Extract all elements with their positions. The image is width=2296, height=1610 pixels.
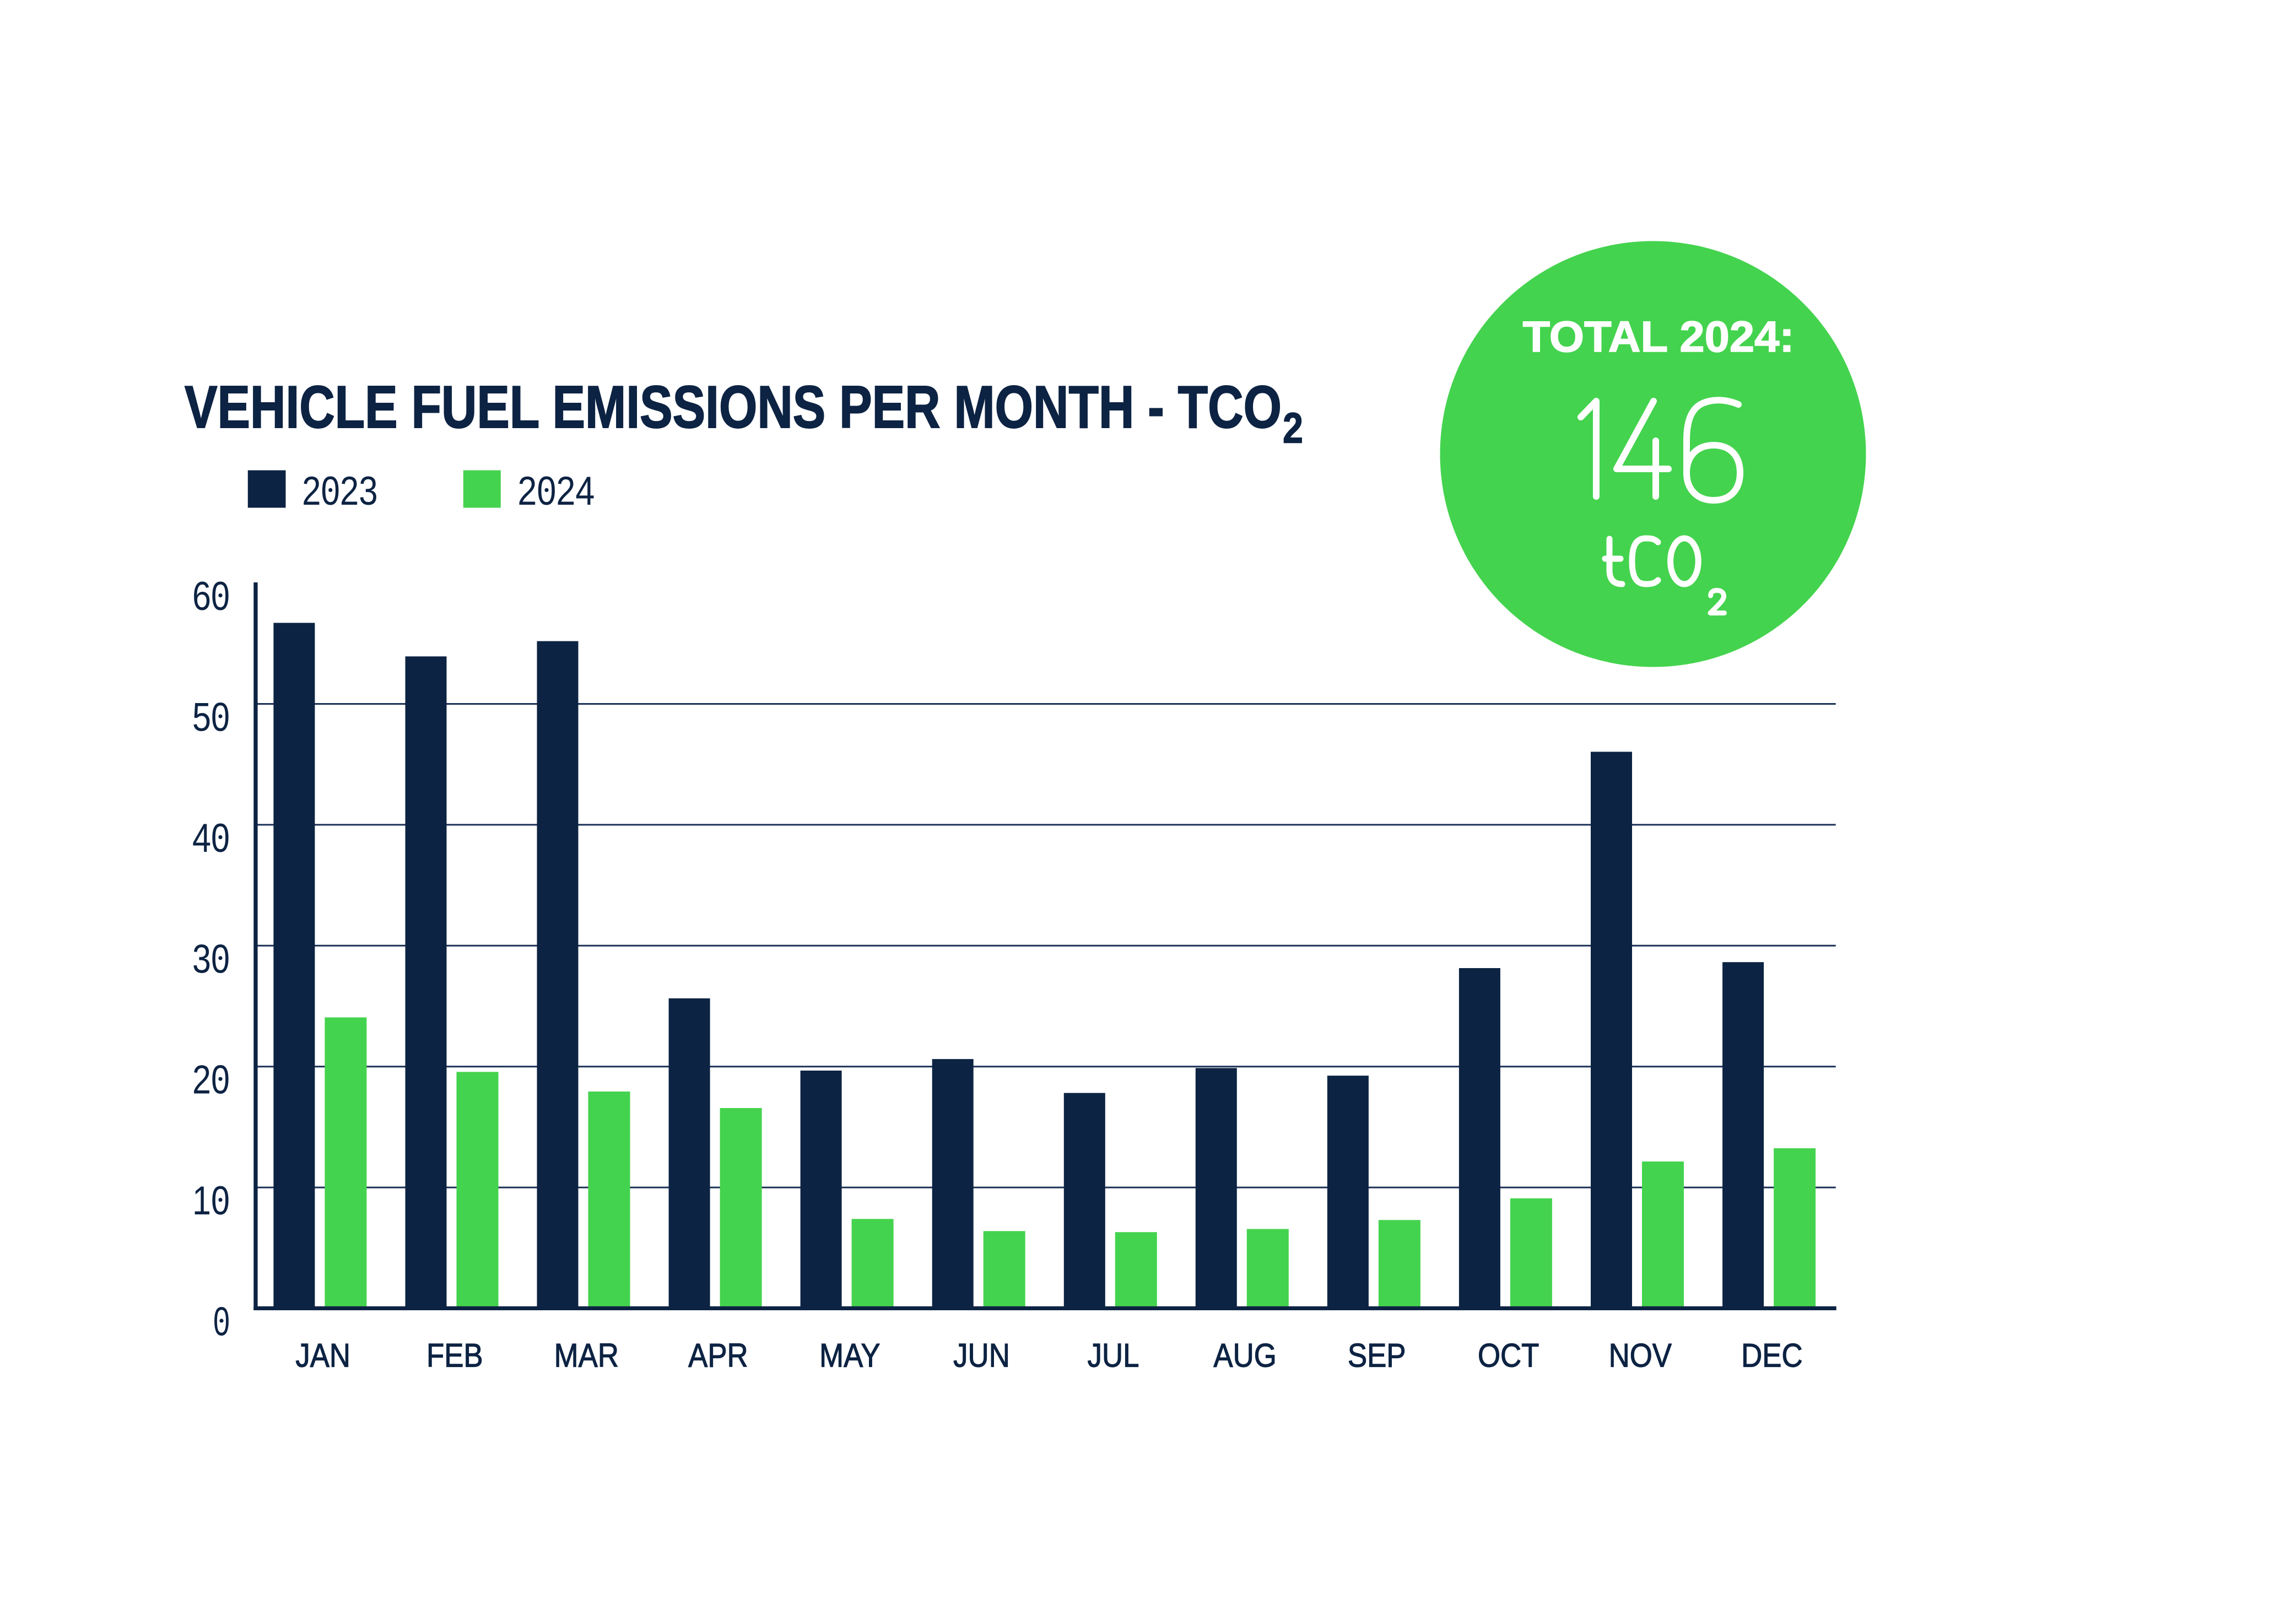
svg-text:10: 10 <box>192 1178 230 1223</box>
svg-text:2: 2 <box>1283 405 1303 452</box>
svg-text:APR: APR <box>688 1337 748 1374</box>
svg-text:50: 50 <box>192 695 230 740</box>
svg-text:20: 20 <box>192 1057 230 1103</box>
svg-text:40: 40 <box>192 815 230 861</box>
svg-text:AUG: AUG <box>1213 1337 1276 1374</box>
svg-text:JUN: JUN <box>953 1337 1010 1374</box>
svg-text:MAY: MAY <box>819 1337 880 1374</box>
svg-text:NOV: NOV <box>1609 1337 1672 1374</box>
svg-text:60: 60 <box>192 574 230 619</box>
svg-text:SEP: SEP <box>1348 1337 1406 1374</box>
svg-text:2024: 2024 <box>517 468 595 514</box>
svg-text:FEB: FEB <box>426 1337 483 1374</box>
svg-text:TOTAL 2024:: TOTAL 2024: <box>1523 312 1795 361</box>
svg-text:JUL: JUL <box>1088 1337 1139 1374</box>
svg-text:OCT: OCT <box>1478 1337 1539 1374</box>
svg-text:MAR: MAR <box>554 1337 619 1374</box>
svg-text:2023: 2023 <box>302 468 378 514</box>
svg-text:DEC: DEC <box>1741 1337 1803 1374</box>
svg-text:VEHICLE FUEL EMISSIONS PER MON: VEHICLE FUEL EMISSIONS PER MONTH - TCO <box>185 374 1282 441</box>
svg-text:30: 30 <box>192 936 230 981</box>
svg-text:JAN: JAN <box>295 1337 350 1374</box>
